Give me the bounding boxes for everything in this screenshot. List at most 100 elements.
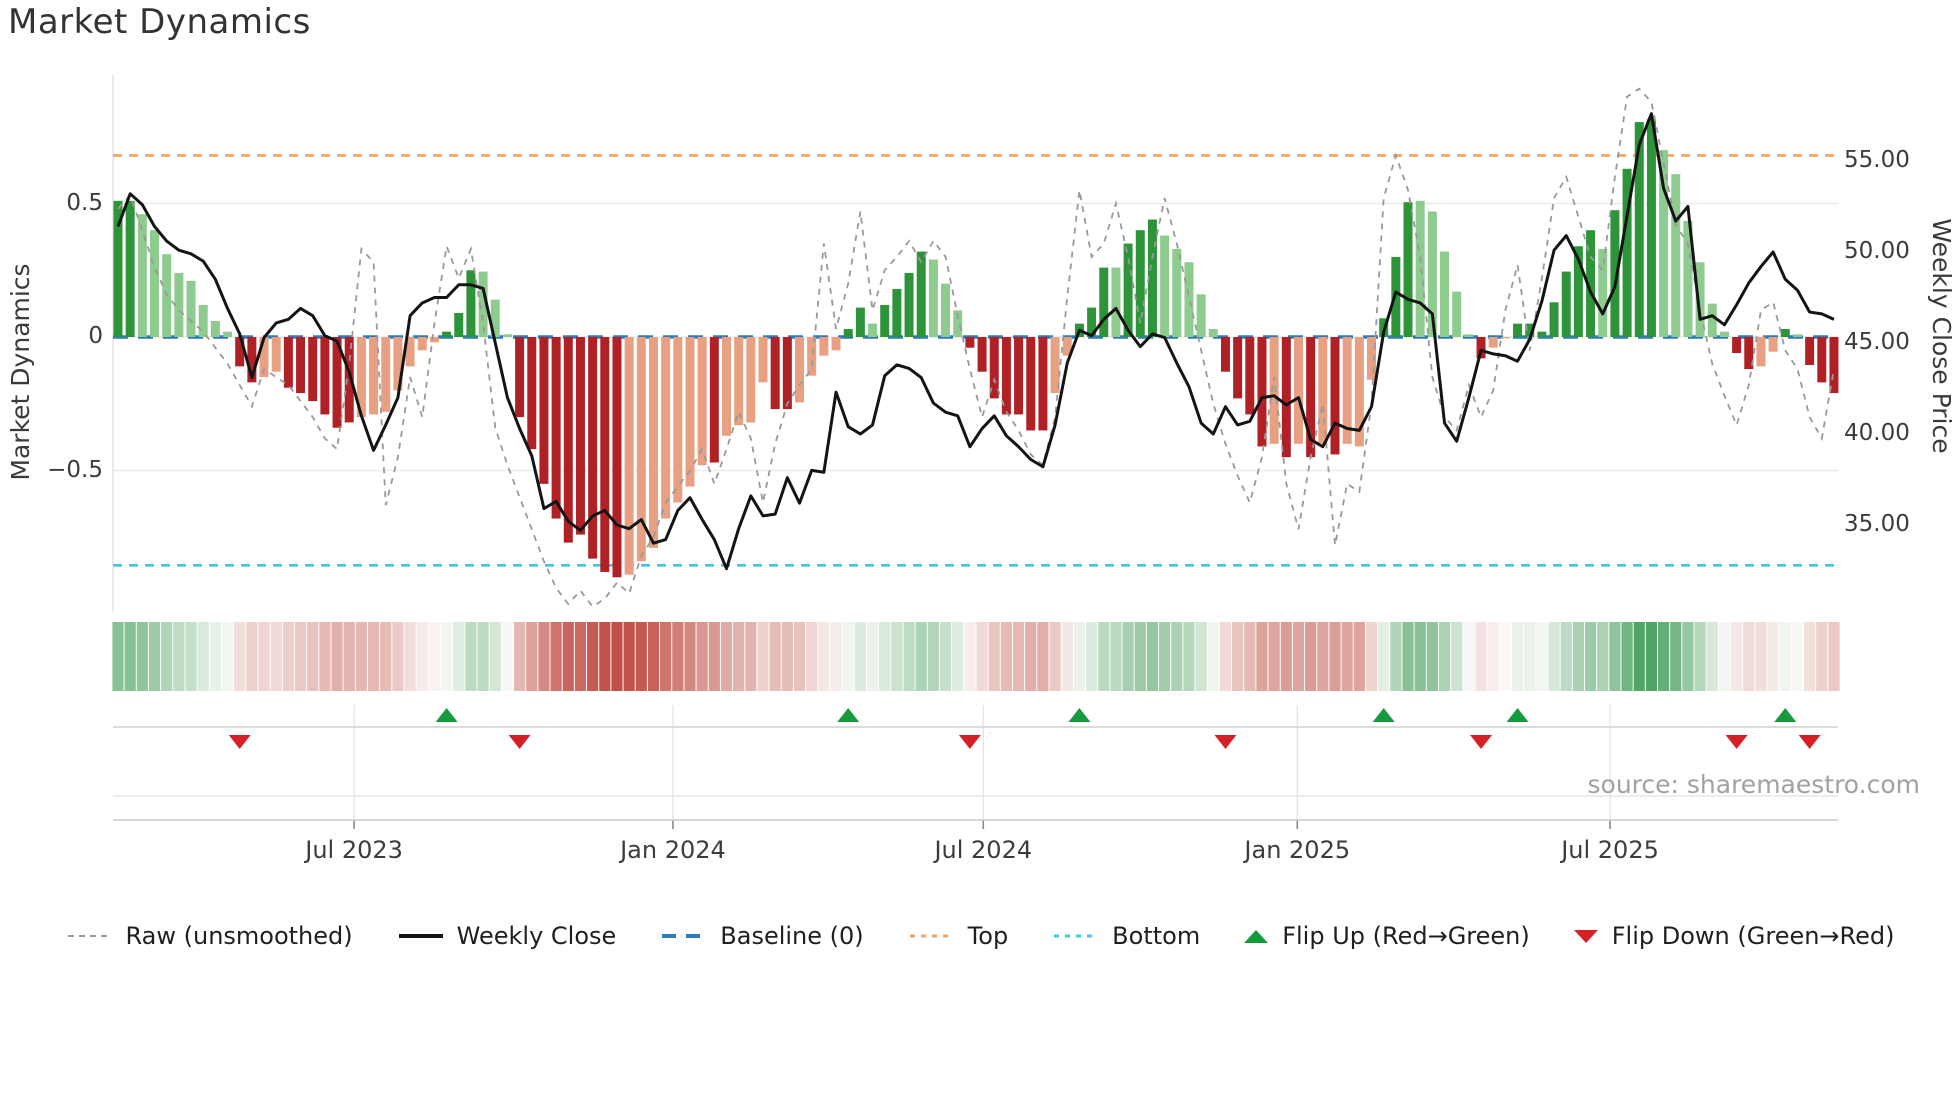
oscillator-bar — [1829, 337, 1839, 394]
heatmap-cell — [1305, 622, 1317, 691]
oscillator-bar — [1780, 328, 1790, 337]
oscillator-bar — [1440, 251, 1450, 337]
heatmap-cell — [136, 622, 148, 691]
heatmap-cell — [1110, 622, 1122, 691]
heatmap-cell — [526, 622, 538, 691]
oscillator-bar — [1293, 337, 1303, 444]
oscillator-bar — [1549, 302, 1559, 337]
oscillator-bar — [125, 200, 135, 337]
heatmap-cell — [538, 622, 550, 691]
heatmap-cell — [1828, 622, 1840, 691]
heatmap-cell — [1706, 622, 1718, 691]
flip-down-marker — [958, 735, 981, 749]
flip-up-marker — [837, 708, 860, 722]
heatmap-cell — [355, 622, 367, 691]
heatmap-cell — [1037, 622, 1049, 691]
flip-up-marker — [1506, 708, 1529, 722]
right-tick-label: 55.00 — [1844, 147, 1910, 173]
oscillator-bar — [296, 337, 306, 394]
heatmap-cell — [1134, 622, 1146, 691]
source-credit: source: sharemaestro.com — [1587, 770, 1921, 799]
oscillator-bar — [502, 334, 512, 337]
oscillator-bar — [904, 272, 914, 337]
heatmap-cell — [331, 622, 343, 691]
legend-label: Flip Down (Green→Red) — [1611, 922, 1895, 950]
heatmap-cell — [1414, 622, 1426, 691]
heatmap-cell — [599, 622, 611, 691]
oscillator-bar — [892, 288, 902, 337]
oscillator-bar — [1427, 211, 1437, 337]
oscillator-bar — [1135, 230, 1145, 337]
oscillator-bar — [235, 337, 245, 367]
oscillator-bar — [1123, 243, 1133, 337]
oscillator-bar — [1817, 337, 1827, 383]
oscillator-bar — [198, 304, 208, 337]
heatmap-cell — [1049, 622, 1061, 691]
legend-label: Weekly Close — [456, 922, 617, 950]
oscillator-bar — [977, 337, 987, 372]
heatmap-cell — [1633, 622, 1645, 691]
heatmap-cell — [891, 622, 903, 691]
oscillator-bar — [186, 280, 196, 337]
oscillator-bar — [1671, 174, 1681, 337]
heatmap-cell — [1584, 622, 1597, 691]
oscillator-bar — [113, 200, 123, 337]
heatmap-cell — [952, 622, 964, 691]
oscillator-bar — [150, 230, 160, 337]
heatmap-cell — [1524, 622, 1536, 691]
heatmap-cell — [1609, 622, 1621, 691]
oscillator-bar — [1707, 303, 1717, 337]
heatmap-cell — [903, 622, 915, 691]
heatmap-cell — [964, 622, 976, 691]
oscillator-bar — [1099, 267, 1109, 337]
heatmap-cell — [696, 622, 708, 691]
heatmap-cell — [1597, 622, 1609, 691]
oscillator-bar — [478, 271, 488, 337]
oscillator-bar — [685, 337, 695, 487]
oscillator-bar — [1805, 337, 1815, 366]
oscillator-bar — [1513, 323, 1523, 337]
oscillator-bar — [795, 337, 805, 403]
heatmap-cell — [1572, 622, 1584, 691]
heatmap-cell — [1268, 622, 1280, 691]
heatmap-cell — [392, 622, 404, 691]
oscillator-bar — [1196, 294, 1206, 337]
legend-label: Top — [967, 922, 1009, 950]
heatmap-cell — [1219, 622, 1232, 691]
oscillator-bar — [283, 337, 293, 388]
oscillator-bar — [1683, 220, 1693, 337]
heatmap-cell — [1280, 622, 1292, 691]
heatmap-cell — [1146, 622, 1159, 691]
heatmap-cell — [1195, 622, 1207, 691]
heatmap-cell — [1804, 622, 1816, 691]
heatmap-cell — [1767, 622, 1779, 691]
oscillator-bar — [843, 328, 853, 337]
oscillator-bar — [1622, 168, 1632, 337]
heatmap-cell — [1816, 622, 1828, 691]
oscillator-bar — [600, 337, 610, 572]
heatmap-cell — [404, 622, 416, 691]
legend-item-2: Weekly Close — [397, 922, 617, 950]
heatmap-cell — [1791, 622, 1804, 691]
left-tick-label: −0.5 — [47, 456, 103, 483]
heatmap-cell — [1731, 622, 1743, 691]
heatmap-cell — [209, 622, 221, 691]
heatmap-cell — [1475, 622, 1487, 691]
oscillator-bar — [247, 337, 257, 383]
oscillator-bar — [1306, 337, 1316, 458]
oscillator-bar — [515, 337, 525, 418]
x-tick-label: Jul 2023 — [305, 836, 403, 864]
oscillator-bar — [1403, 202, 1413, 337]
legend-label: Flip Up (Red→Green) — [1282, 922, 1530, 950]
oscillator-bar — [1184, 262, 1194, 337]
heatmap-cell — [733, 622, 745, 691]
heatmap-cell — [745, 622, 757, 691]
heatmap-cell — [380, 622, 392, 691]
heatmap-cell — [416, 622, 428, 691]
oscillator-bar — [1330, 337, 1340, 455]
heatmap-cell — [1390, 622, 1402, 691]
right-tick-label: 50.00 — [1844, 238, 1910, 264]
flip-down-marker — [1214, 735, 1237, 749]
oscillator-bar — [466, 270, 476, 337]
oscillator-bar — [527, 337, 537, 450]
